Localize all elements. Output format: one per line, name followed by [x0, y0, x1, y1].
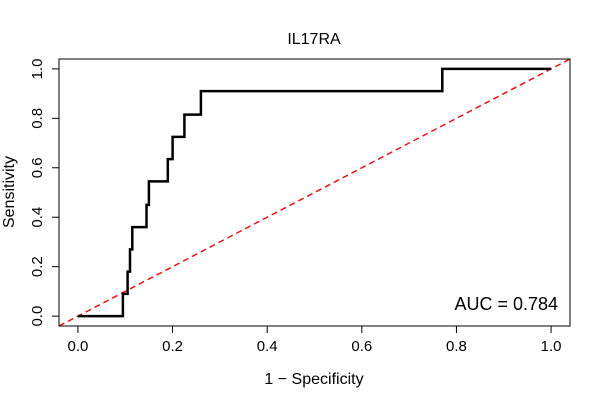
y-tick-label: 1.0 — [29, 58, 46, 79]
chart-title: IL17RA — [287, 31, 341, 48]
y-tick-label: 0.2 — [29, 256, 46, 277]
x-tick-label: 0.6 — [351, 338, 372, 355]
x-axis-label: 1 − Specificity — [264, 371, 363, 388]
x-tick-label: 0.0 — [67, 338, 88, 355]
axis-layer: 0.0 0.2 0.4 0.6 0.8 1.0 0.0 0.2 0.4 0.6 0.8 1.0 — [29, 58, 571, 355]
y-tick-label: 0.8 — [29, 108, 46, 129]
plot-layer — [59, 59, 570, 326]
y-axis-label: Sensitivity — [1, 156, 18, 228]
auc-annotation: AUC = 0.784 — [454, 294, 558, 314]
x-tick-label: 0.8 — [446, 338, 467, 355]
y-tick-label: 0.6 — [29, 157, 46, 178]
y-tick-label: 0.4 — [29, 207, 46, 228]
x-tick-label: 0.4 — [257, 338, 278, 355]
x-tick-label: 0.2 — [162, 338, 183, 355]
reference-diagonal-line — [59, 59, 570, 326]
x-tick-label: 1.0 — [541, 338, 562, 355]
y-tick-label: 0.0 — [29, 306, 46, 327]
roc-curve-line — [77, 67, 552, 318]
